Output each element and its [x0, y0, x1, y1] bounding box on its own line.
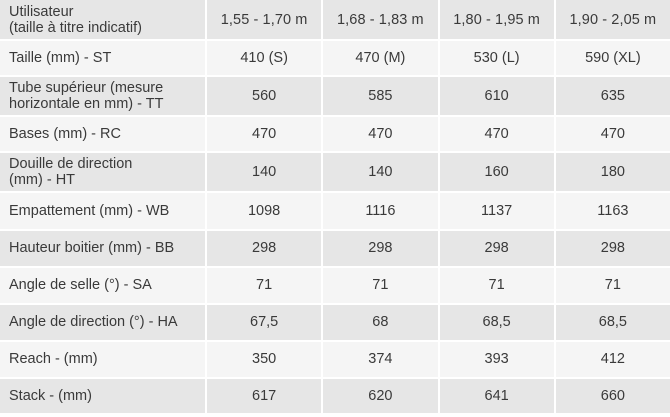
row-label-cell: Taille (mm) - ST	[0, 41, 205, 78]
row-value-cell: 140	[205, 153, 322, 194]
row-label-line1: Reach - (mm)	[9, 351, 98, 368]
row-label-line1: Empattement (mm) - WB	[9, 202, 170, 219]
row-value-cell: 298	[205, 230, 322, 268]
row-value-cell: 660	[553, 378, 670, 415]
row-value-cell: 71	[205, 267, 322, 305]
header-size-cell: 1,68 - 1,83 m	[321, 0, 438, 42]
row-value-cell: 298	[437, 230, 554, 268]
row-value-cell: 470	[321, 117, 438, 154]
table-row: Tube supérieur (mesure horizontale en mm)…	[0, 77, 670, 118]
row-value-cell: 590 (XL)	[553, 41, 670, 78]
row-value-cell: 67,5	[205, 304, 322, 342]
row-value-cell: 350	[205, 341, 322, 379]
row-value-cell: 393	[437, 341, 554, 379]
table-row: Stack - (mm) 617 620 641 660	[0, 378, 670, 415]
row-label-line1: Stack - (mm)	[9, 387, 92, 404]
row-value-cell: 620	[321, 378, 438, 415]
table-row: Reach - (mm) 350 374 393 412	[0, 341, 670, 379]
row-value-cell: 470 (M)	[321, 41, 438, 78]
row-value-cell: 530 (L)	[437, 41, 554, 78]
row-label-line1: Bases (mm) - RC	[9, 126, 121, 143]
header-label-cell: Utilisateur (taille à titre indicatif)	[0, 0, 205, 42]
row-label-line2: horizontale en mm) - TT	[9, 96, 164, 113]
header-row: Utilisateur (taille à titre indicatif) 1,…	[0, 0, 670, 42]
row-value-cell: 298	[553, 230, 670, 268]
row-value-cell: 641	[437, 378, 554, 415]
row-value-cell: 610	[437, 77, 554, 118]
row-value-cell: 470	[205, 117, 322, 154]
row-value-cell: 635	[553, 77, 670, 118]
row-label-cell: Reach - (mm)	[0, 341, 205, 379]
header-label-line2: (taille à titre indicatif)	[9, 19, 142, 36]
row-value-cell: 470	[437, 117, 554, 154]
row-value-cell: 560	[205, 77, 322, 118]
row-value-cell: 160	[437, 153, 554, 194]
row-label-line1: Taille (mm) - ST	[9, 50, 112, 67]
row-value-cell: 71	[553, 267, 670, 305]
row-value-cell: 1137	[437, 193, 554, 231]
row-label-cell: Stack - (mm)	[0, 378, 205, 415]
header-size-cell: 1,80 - 1,95 m	[437, 0, 554, 42]
row-label-cell: Angle de direction (°) - HA	[0, 304, 205, 342]
header-size-cell: 1,55 - 1,70 m	[205, 0, 322, 42]
row-value-cell: 180	[553, 153, 670, 194]
table-row: Hauteur boitier (mm) - BB 298 298 298 298	[0, 230, 670, 268]
row-value-cell: 617	[205, 378, 322, 415]
table-row: Bases (mm) - RC 470 470 470 470	[0, 117, 670, 154]
row-label-cell: Hauteur boitier (mm) - BB	[0, 230, 205, 268]
table-row: Douille de direction (mm) - HT 140 140 160 18…	[0, 153, 670, 194]
row-value-cell: 1116	[321, 193, 438, 231]
header-size-cell: 1,90 - 2,05 m	[553, 0, 670, 42]
row-value-cell: 68,5	[553, 304, 670, 342]
row-label-cell: Tube supérieur (mesure horizontale en mm)…	[0, 77, 205, 118]
row-label-cell: Angle de selle (°) - SA	[0, 267, 205, 305]
row-label-cell: Bases (mm) - RC	[0, 117, 205, 154]
table-row: Taille (mm) - ST 410 (S) 470 (M) 530 (L) 590…	[0, 41, 670, 78]
row-value-cell: 298	[321, 230, 438, 268]
row-label-cell: Douille de direction (mm) - HT	[0, 153, 205, 194]
table-row: Empattement (mm) - WB 1098 1116 1137 1163	[0, 193, 670, 231]
table-row: Angle de direction (°) - HA 67,5 68 68,5 68,…	[0, 304, 670, 342]
row-value-cell: 71	[321, 267, 438, 305]
row-value-cell: 1163	[553, 193, 670, 231]
row-value-cell: 1098	[205, 193, 322, 231]
row-value-cell: 68	[321, 304, 438, 342]
row-label-line1: Angle de selle (°) - SA	[9, 277, 152, 294]
row-label-line1: Hauteur boitier (mm) - BB	[9, 240, 175, 257]
row-label-line1: Douille de direction	[9, 156, 133, 173]
row-value-cell: 71	[437, 267, 554, 305]
row-value-cell: 68,5	[437, 304, 554, 342]
table-row: Angle de selle (°) - SA 71 71 71 71	[0, 267, 670, 305]
row-value-cell: 374	[321, 341, 438, 379]
row-label-line1: Tube supérieur (mesure	[9, 80, 164, 97]
row-value-cell: 585	[321, 77, 438, 118]
row-value-cell: 412	[553, 341, 670, 379]
row-label-cell: Empattement (mm) - WB	[0, 193, 205, 231]
row-value-cell: 140	[321, 153, 438, 194]
row-label-line2: (mm) - HT	[9, 172, 76, 189]
row-value-cell: 410 (S)	[205, 41, 322, 78]
header-label-line1: Utilisateur	[9, 3, 74, 20]
row-value-cell: 470	[553, 117, 670, 154]
row-label-line1: Angle de direction (°) - HA	[9, 314, 178, 331]
